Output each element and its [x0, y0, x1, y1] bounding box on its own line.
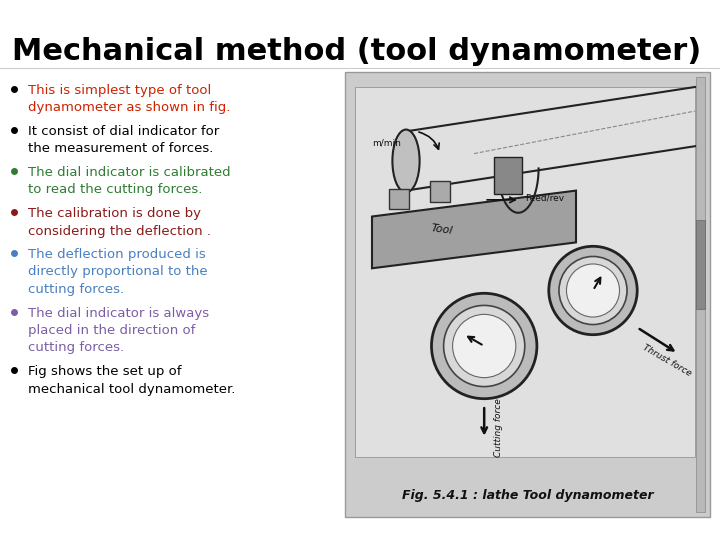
Text: Feed/rev: Feed/rev — [525, 193, 564, 202]
Circle shape — [431, 293, 537, 399]
Bar — [495, 157, 521, 194]
Circle shape — [549, 246, 637, 335]
Bar — [355, 87, 695, 457]
Text: Thrust force: Thrust force — [641, 343, 693, 379]
Text: Cutting force: Cutting force — [495, 398, 503, 457]
Text: mechanical tool dynamometer.: mechanical tool dynamometer. — [28, 382, 235, 395]
Text: The dial indicator is calibrated: The dial indicator is calibrated — [28, 166, 230, 179]
Text: Fig shows the set up of: Fig shows the set up of — [28, 365, 181, 378]
Bar — [696, 77, 705, 512]
Circle shape — [444, 306, 525, 387]
Text: directly proportional to the: directly proportional to the — [28, 266, 207, 279]
Text: Mechanical method (tool dynamometer): Mechanical method (tool dynamometer) — [12, 37, 701, 66]
Text: dynamometer as shown in fig.: dynamometer as shown in fig. — [28, 102, 230, 114]
Text: placed in the direction of: placed in the direction of — [28, 324, 195, 337]
Circle shape — [567, 264, 619, 317]
Text: It consist of dial indicator for: It consist of dial indicator for — [28, 125, 220, 138]
Text: The dial indicator is always: The dial indicator is always — [28, 307, 209, 320]
Bar — [389, 188, 410, 209]
Bar — [696, 220, 705, 309]
Text: The calibration is done by: The calibration is done by — [28, 207, 201, 220]
Text: Tool: Tool — [430, 223, 453, 236]
Text: to read the cutting forces.: to read the cutting forces. — [28, 184, 202, 197]
Text: cutting forces.: cutting forces. — [28, 283, 124, 296]
Circle shape — [559, 256, 627, 325]
Ellipse shape — [392, 130, 420, 192]
Text: cutting forces.: cutting forces. — [28, 341, 124, 354]
Text: considering the deflection .: considering the deflection . — [28, 225, 211, 238]
Text: The deflection produced is: The deflection produced is — [28, 248, 206, 261]
Bar — [345, 72, 710, 517]
Text: m/min: m/min — [372, 138, 401, 147]
Text: Fig. 5.4.1 : lathe Tool dynamometer: Fig. 5.4.1 : lathe Tool dynamometer — [402, 489, 653, 502]
Circle shape — [453, 314, 516, 377]
Polygon shape — [372, 191, 576, 268]
Text: the measurement of forces.: the measurement of forces. — [28, 143, 213, 156]
Text: This is simplest type of tool: This is simplest type of tool — [28, 84, 211, 97]
Bar — [430, 181, 450, 202]
